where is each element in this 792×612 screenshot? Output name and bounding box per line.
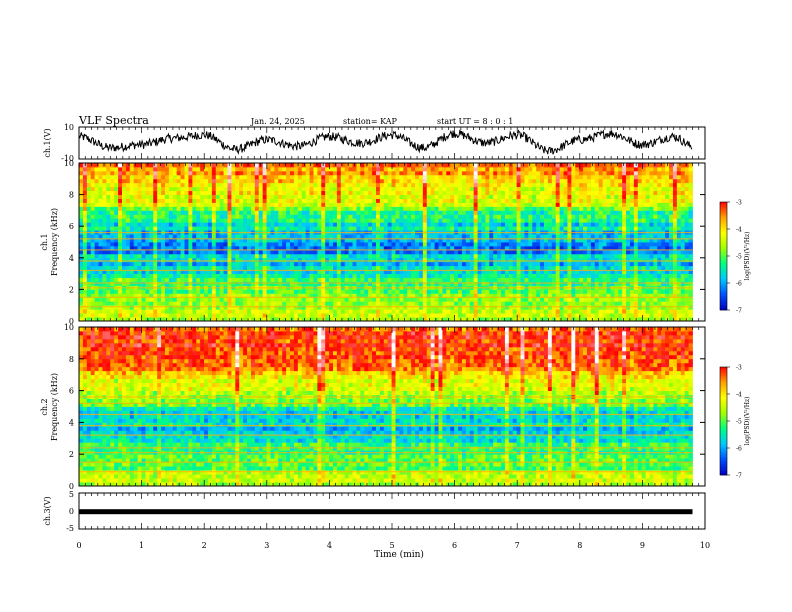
ch1-waveform-panel: 10 -10 ch.1(V) bbox=[43, 123, 706, 163]
station-label: station= KAP bbox=[343, 117, 398, 126]
freq-tick-label: 0 bbox=[69, 482, 74, 491]
ch1-colorbar-gradient bbox=[720, 202, 727, 311]
ch2-spec-ylabel-frequency: Frequency (kHz) bbox=[50, 373, 59, 441]
freq-tick-label: 4 bbox=[69, 418, 74, 427]
freq-tick-label: 8 bbox=[69, 355, 74, 364]
ch3-waveform-panel: 5 0 -5 ch.3(V) bbox=[43, 490, 706, 533]
ch3-ytick-mid: 0 bbox=[69, 507, 74, 516]
ch3-waveform-ylabel: ch.3(V) bbox=[43, 496, 52, 525]
ch1-freq-ticks: 0 2 4 6 8 10 bbox=[64, 159, 705, 326]
freq-tick-label: 10 bbox=[64, 159, 74, 168]
ch2-spec-ylabel-channel: ch.2 bbox=[40, 398, 49, 415]
colorbar-tick-label: -7 bbox=[736, 473, 742, 480]
time-tick-label: 5 bbox=[389, 541, 394, 550]
time-axis-title: Time (min) bbox=[374, 549, 424, 560]
ch1-colorbar-ticks: -3 -4 -5 -6 -7 bbox=[727, 200, 742, 315]
time-tick-label: 4 bbox=[327, 541, 332, 550]
time-axis-labels: 0 1 2 3 4 5 6 7 8 9 10 bbox=[76, 541, 710, 550]
ch2-spectrogram-panel: 0 2 4 6 8 10 ch.2 Frequency (kHz) bbox=[40, 323, 706, 491]
time-tick-label: 7 bbox=[515, 541, 520, 550]
ch2-colorbar-ticks: -3 -4 -5 -6 -7 bbox=[727, 365, 742, 480]
freq-tick-label: 6 bbox=[69, 222, 74, 231]
ch2-colorbar-label: log(PSD)(V²/Hz) bbox=[744, 397, 751, 446]
time-tick-label: 3 bbox=[264, 541, 269, 550]
freq-tick-label: 2 bbox=[69, 450, 74, 459]
ch1-spectrogram-image bbox=[79, 163, 693, 322]
figure-title: VLF Spectra bbox=[78, 114, 149, 127]
ch1-colorbar-label: log(PSD)(V²/Hz) bbox=[744, 232, 751, 281]
colorbar-tick-label: -3 bbox=[736, 365, 742, 372]
ch2-colorbar-gradient bbox=[720, 367, 727, 476]
ch1-spec-ylabel-channel: ch.1 bbox=[40, 233, 49, 250]
time-tick-label: 10 bbox=[700, 541, 710, 550]
start-time-label: start UT = 8 : 0 : 1 bbox=[437, 117, 513, 126]
colorbar-tick-label: -6 bbox=[736, 446, 742, 453]
ch2-colorbar: -3 -4 -5 -6 -7 log(PSD)(V²/Hz) bbox=[719, 365, 751, 480]
ch1-spectrogram-panel: 0 2 4 6 8 10 ch.1 Frequency (kHz) bbox=[40, 159, 706, 326]
freq-tick-label: 4 bbox=[69, 254, 74, 263]
ch2-freq-ticks: 0 2 4 6 8 10 bbox=[64, 323, 705, 491]
time-axis-ticks bbox=[78, 127, 706, 529]
ch3-ytick-bottom: -5 bbox=[66, 524, 74, 533]
time-tick-label: 6 bbox=[452, 541, 457, 550]
time-tick-label: 8 bbox=[577, 541, 582, 550]
time-tick-label: 9 bbox=[640, 541, 645, 550]
ch1-waveform-line bbox=[78, 129, 693, 155]
freq-tick-label: 0 bbox=[69, 317, 74, 326]
ch1-waveform-ylabel: ch.1(V) bbox=[43, 128, 52, 157]
time-tick-label: 0 bbox=[76, 541, 81, 550]
freq-tick-label: 6 bbox=[69, 387, 74, 396]
date-label: Jan. 24, 2025 bbox=[250, 117, 305, 126]
freq-tick-label: 8 bbox=[69, 191, 74, 200]
ch1-ytick-bottom: -10 bbox=[61, 154, 74, 163]
ch1-ytick-top: 10 bbox=[64, 123, 74, 132]
time-tick-label: 2 bbox=[202, 541, 207, 550]
colorbar-tick-label: -5 bbox=[736, 419, 742, 426]
ch3-waveform-band bbox=[79, 509, 693, 515]
colorbar-tick-label: -6 bbox=[736, 281, 742, 288]
ch1-spec-ylabel-frequency: Frequency (kHz) bbox=[50, 208, 59, 276]
colorbar-tick-label: -4 bbox=[736, 392, 742, 399]
colorbar-tick-label: -7 bbox=[736, 308, 742, 315]
colorbar-tick-label: -3 bbox=[736, 200, 742, 207]
ch3-ytick-top: 5 bbox=[69, 490, 74, 499]
freq-tick-label: 2 bbox=[69, 285, 74, 294]
freq-tick-label: 10 bbox=[64, 323, 74, 332]
ch2-spectrogram-image bbox=[79, 327, 693, 487]
ch1-colorbar: -3 -4 -5 -6 -7 log(PSD)(V²/Hz) bbox=[719, 200, 751, 315]
colorbar-tick-label: -5 bbox=[736, 254, 742, 261]
time-tick-label: 1 bbox=[139, 541, 144, 550]
colorbar-tick-label: -4 bbox=[736, 227, 742, 234]
